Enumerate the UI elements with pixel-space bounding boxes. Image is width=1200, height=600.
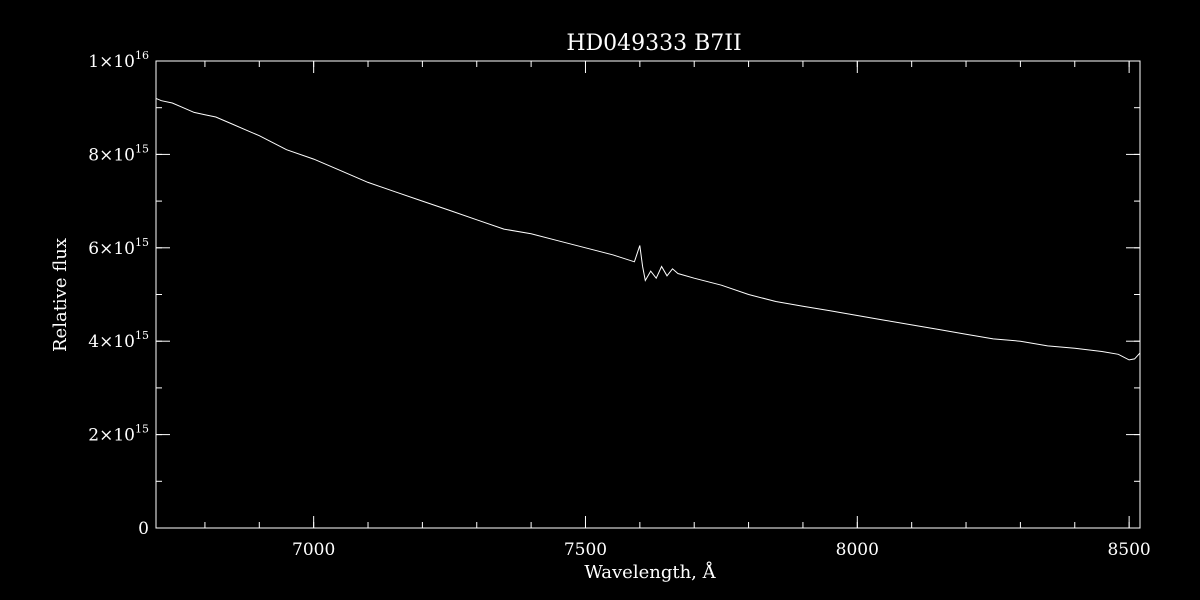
x-axis-label: Wavelength, Å [584,561,716,583]
y-tick-label: 2×1015 [88,423,149,446]
x-tick-label: 7500 [564,540,607,560]
y-tick-label: 8×1015 [88,142,149,165]
spectrum-line [155,97,1141,361]
x-tick-label: 8500 [1107,540,1150,560]
plot-frame [155,60,1141,529]
x-tick-label: 7000 [292,540,335,560]
y-tick-label: 6×1015 [88,236,149,259]
chart-title: HD049333 B7II [566,31,741,56]
y-tick-label: 1×1016 [88,49,149,72]
y-tick-label: 4×1015 [88,329,149,352]
axis-tick-labels: 7000 7500 8000 8500 0 2×1015 4×1015 6×1015 8×101… [88,49,1150,560]
y-tick-label: 0 [138,519,149,539]
axis-ticks [156,60,1140,529]
x-tick-label: 8000 [836,540,879,560]
y-axis-label: Relative flux [50,238,71,352]
